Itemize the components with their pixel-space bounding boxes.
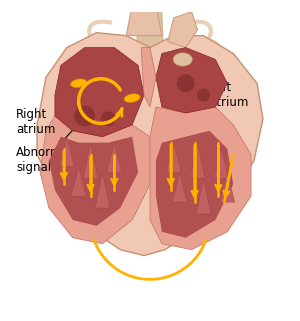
Polygon shape — [132, 12, 168, 146]
Polygon shape — [168, 12, 198, 48]
Polygon shape — [71, 167, 86, 196]
Polygon shape — [196, 178, 211, 214]
Circle shape — [197, 89, 210, 102]
Polygon shape — [95, 172, 110, 208]
Polygon shape — [214, 149, 229, 178]
Circle shape — [177, 74, 195, 92]
Circle shape — [101, 111, 116, 126]
Polygon shape — [150, 107, 251, 250]
Text: Left
atrium: Left atrium — [194, 78, 249, 109]
Ellipse shape — [70, 79, 87, 88]
Polygon shape — [83, 143, 98, 178]
Text: Abnormal
signal: Abnormal signal — [16, 103, 98, 175]
Circle shape — [74, 106, 95, 126]
Polygon shape — [37, 33, 263, 256]
Polygon shape — [126, 6, 162, 36]
Ellipse shape — [173, 53, 192, 66]
Polygon shape — [166, 143, 181, 172]
Polygon shape — [59, 137, 74, 167]
Polygon shape — [55, 48, 144, 137]
Text: Right
atrium: Right atrium — [16, 85, 84, 136]
Polygon shape — [141, 48, 156, 107]
Polygon shape — [40, 116, 150, 244]
Ellipse shape — [124, 94, 140, 102]
Polygon shape — [107, 143, 122, 172]
Polygon shape — [156, 48, 227, 113]
Polygon shape — [156, 131, 233, 238]
Ellipse shape — [168, 49, 198, 70]
Polygon shape — [49, 137, 138, 226]
Polygon shape — [220, 172, 235, 202]
Polygon shape — [190, 143, 205, 178]
Polygon shape — [172, 172, 187, 202]
